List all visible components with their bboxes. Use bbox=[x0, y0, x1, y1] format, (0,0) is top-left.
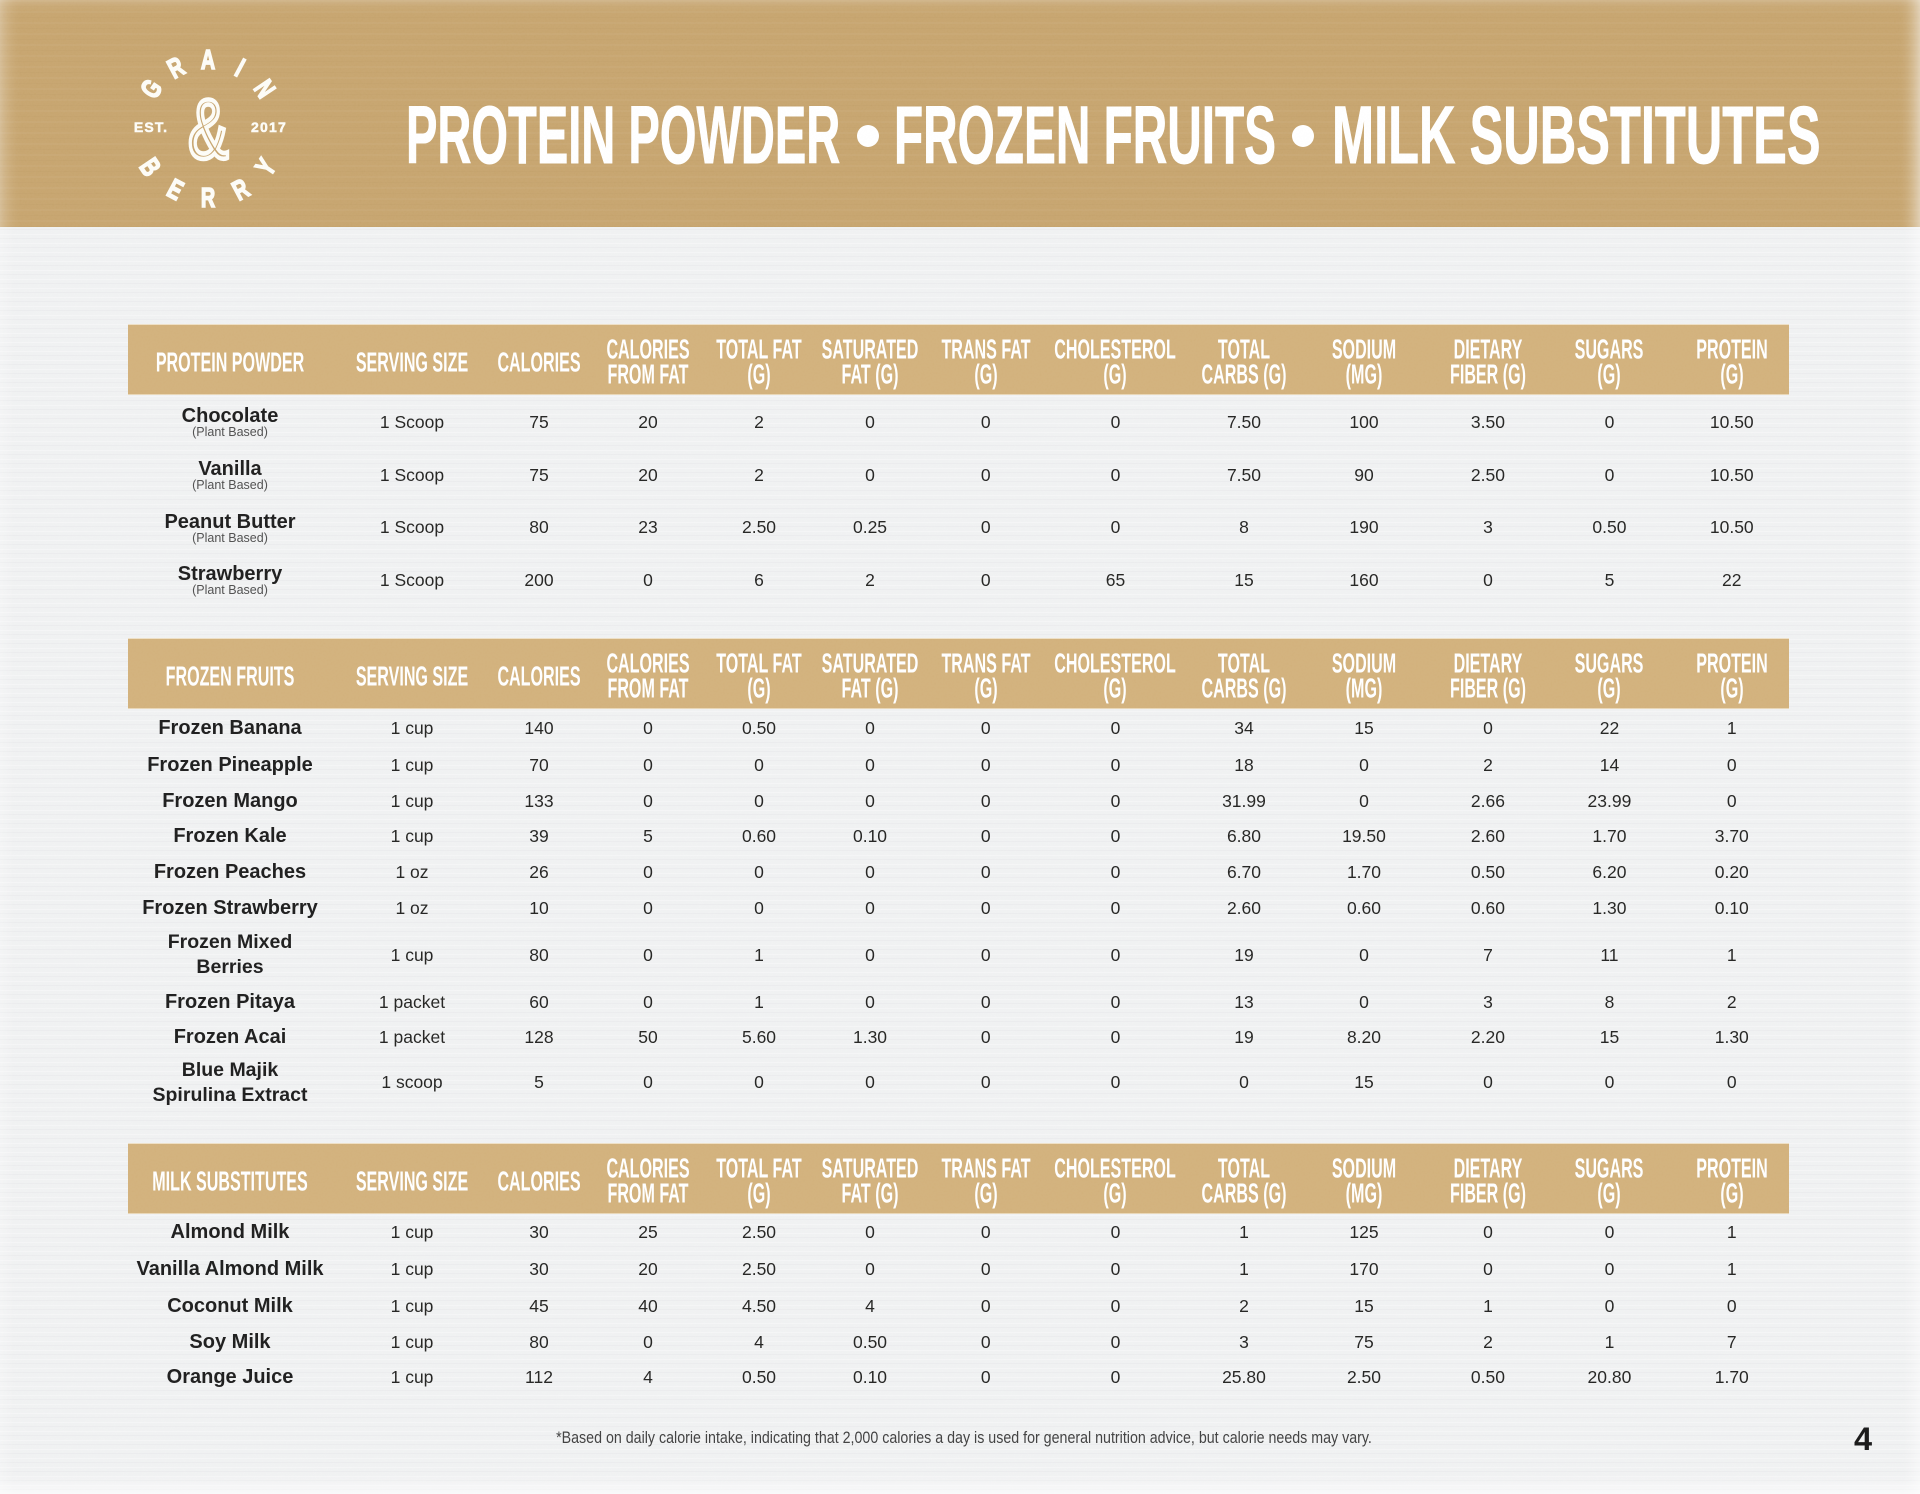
svg-text:R: R bbox=[227, 173, 254, 207]
svg-text:E: E bbox=[162, 173, 188, 207]
svg-text:G: G bbox=[135, 74, 169, 104]
svg-text:R: R bbox=[201, 183, 215, 213]
svg-text:EST.: EST. bbox=[134, 119, 168, 135]
svg-text:&: & bbox=[188, 82, 228, 176]
svg-text:2017: 2017 bbox=[251, 119, 287, 135]
svg-text:A: A bbox=[201, 45, 215, 76]
svg-text:N: N bbox=[247, 75, 281, 104]
svg-text:Y: Y bbox=[250, 153, 283, 181]
svg-text:B: B bbox=[133, 153, 167, 182]
svg-text:I: I bbox=[230, 53, 249, 83]
svg-text:R: R bbox=[163, 51, 190, 85]
